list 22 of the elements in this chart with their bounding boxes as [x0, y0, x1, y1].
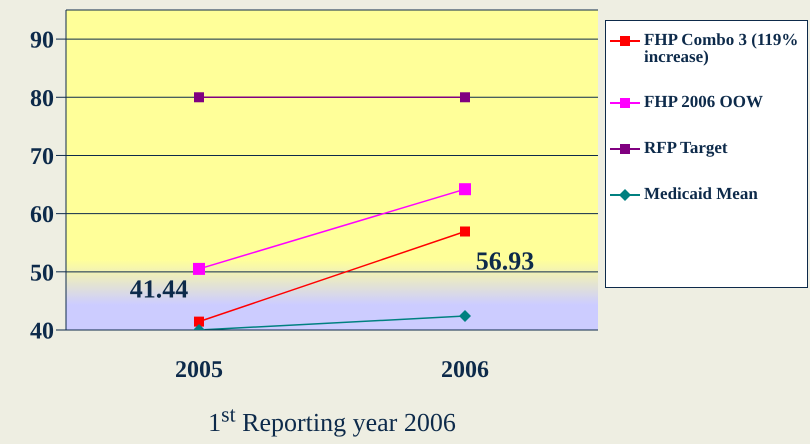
point	[460, 92, 470, 102]
y-tick-label: 50	[30, 260, 54, 286]
y-tick-label: 40	[30, 318, 54, 345]
legend-label: Medicaid Mean	[644, 184, 758, 203]
y-tick-label: 70	[30, 144, 54, 170]
y-tick-label: 90	[30, 28, 54, 54]
y-tick-label: 80	[30, 86, 54, 112]
legend-label: FHP Combo 3 (119% increase)	[644, 30, 800, 66]
point	[193, 262, 205, 275]
point	[459, 310, 471, 322]
point	[194, 92, 204, 102]
x-tick-label: 2006	[441, 357, 489, 384]
point	[459, 183, 471, 196]
data-label: 41.44	[130, 274, 188, 304]
x-tick-label: 2005	[175, 357, 223, 384]
point	[194, 316, 204, 327]
y-tick-label: 60	[30, 202, 54, 228]
legend-label: FHP 2006 OOW	[644, 92, 763, 111]
point	[460, 226, 470, 236]
data-label: 56.93	[476, 246, 534, 276]
x-axis-title: 1$^{st}$ Reporting year 2006	[208, 402, 456, 437]
legend-label: RFP Target	[644, 138, 728, 157]
